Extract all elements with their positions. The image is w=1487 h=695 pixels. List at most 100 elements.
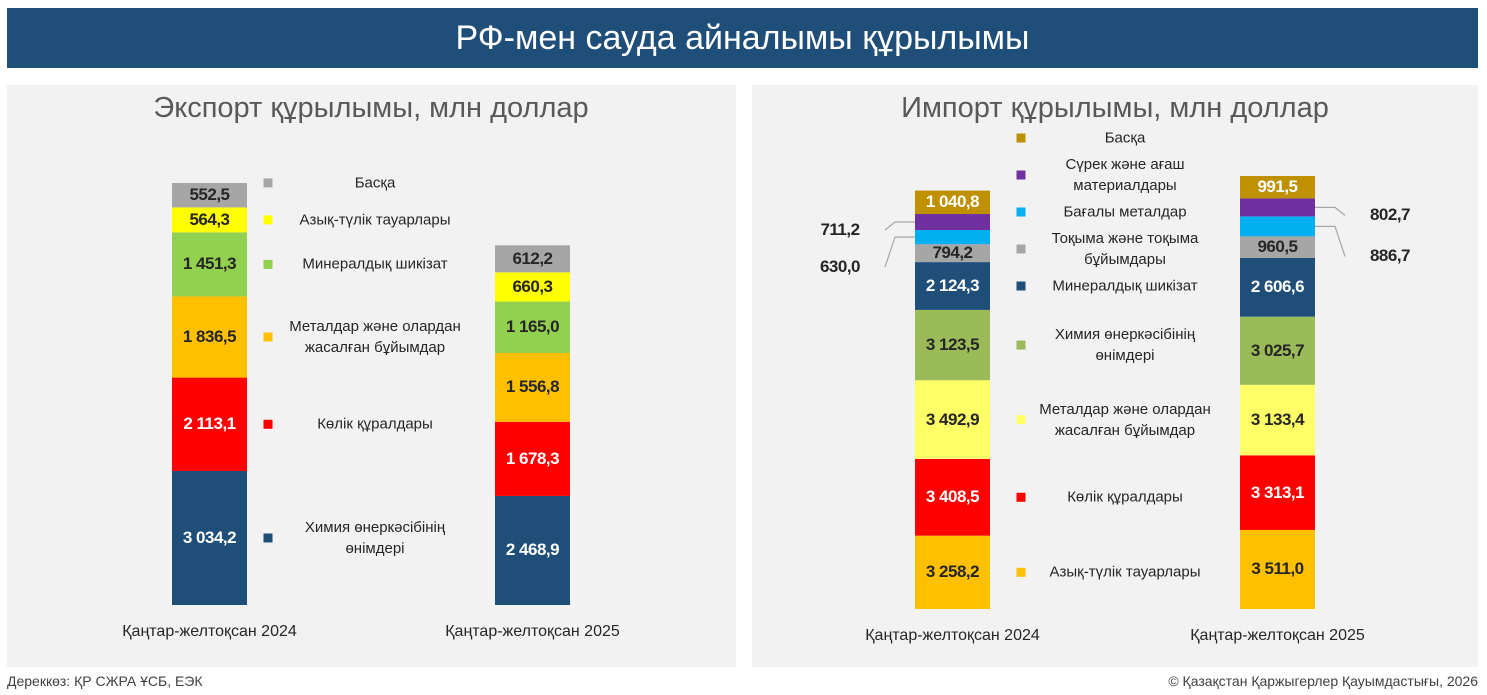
bar-segment [172,470,247,605]
value-label: 564,3 [189,209,230,229]
value-label: 552,5 [189,185,230,205]
value-label: 1 040,8 [925,192,980,212]
value-label: 802,7 [1369,205,1411,225]
legend-marker [1016,415,1026,425]
value-label: 1 678,3 [505,448,560,468]
value-label: 794,2 [932,243,973,263]
leader-line [1315,206,1346,216]
bar-segment [1240,176,1315,199]
bar-segment [1240,236,1315,258]
value-label: 3 133,4 [1250,410,1305,430]
legend-label: Сүрек және ағаш материалдары [1065,156,1185,194]
value-label: 3 123,5 [925,335,980,355]
bar-segment [915,244,990,263]
leader-line [1315,225,1346,257]
chart-title: Экспорт құрылымы, млн доллар [153,92,589,124]
value-label: 630,0 [819,257,861,277]
legend-label: Минералдық шикізат [1052,277,1198,295]
value-label: 3 025,7 [1250,340,1305,360]
bar-segment [172,183,247,208]
value-label: 3 034,2 [182,527,237,547]
bar-segment [172,207,247,233]
bar-segment [495,495,570,605]
value-label: 711,2 [820,220,860,240]
value-label: 3 258,2 [925,562,980,582]
legend-marker [263,332,273,342]
legend-marker [1016,207,1026,217]
legend-label: Химия өнеркәсібінің өнімдері [1054,326,1196,365]
legend-label: Көлік құралдары [317,415,433,433]
leader-line [884,221,915,231]
chart-title: Импорт құрылымы, млн доллар [901,92,1329,124]
legend-label: Басқа [354,174,396,192]
bar-segment [915,190,990,215]
value-label: 886,7 [1369,246,1411,266]
bar-segment [495,301,570,353]
legend-marker [1016,170,1026,180]
bar-segment [172,296,247,378]
value-label: 2 113,1 [183,414,236,434]
value-label: 1 836,5 [182,327,237,347]
bar-segment [1240,316,1315,385]
bar-segment [172,377,247,471]
value-label: 3 313,1 [1250,482,1305,502]
bar-segment [172,232,247,297]
legend-marker [263,178,273,188]
value-label: 612,2 [512,248,553,268]
legend-marker [263,215,273,225]
copyright: © Қазақстан Қаржыгерлер Қауымдастығы, 20… [1168,673,1478,689]
bar-segment [1240,257,1315,317]
legend-marker [1016,340,1026,350]
panel [752,85,1478,667]
legend-marker [1016,133,1026,143]
panel [7,85,736,667]
legend-marker [263,533,273,543]
value-label: 2 124,3 [925,276,980,295]
legend-label: Металдар және олардан жасалған бұйымдар [1039,400,1211,439]
bar-segment [1240,198,1315,217]
bar-segment [495,272,570,302]
bar-segment [915,458,990,536]
legend-label: Бағалы металдар [1063,203,1187,221]
bar-segment [495,352,570,422]
legend-label: Тоқыма және тоқыма бұйымдары [1051,230,1199,268]
value-label: 991,5 [1257,177,1298,197]
value-label: 3 511,0 [1251,559,1304,579]
value-label: 1 451,3 [182,254,237,274]
legend-label: Азық-түлік тауарлары [299,211,451,229]
bar-segment [495,421,570,496]
bar-segment [915,262,990,310]
bar-segment [1240,384,1315,456]
x-tick-label: Қаңтар-желтоқсан 2025 [445,623,620,640]
legend-label: Көлік құралдары [1067,488,1183,506]
value-label: 1 556,8 [505,377,560,397]
x-tick-label: Қаңтар-желтоқсан 2025 [1190,627,1365,644]
bar-segment [1240,529,1315,609]
x-tick-label: Қаңтар-желтоқсан 2024 [865,627,1040,644]
legend-label: Металдар және олардан жасалған бұйымдар [289,318,461,357]
legend-label: Минералдық шикізат [302,255,448,273]
value-label: 3 408,5 [925,487,980,507]
legend-marker [1016,244,1026,254]
legend-label: Басқа [1104,129,1146,147]
legend-label: Химия өнеркәсібінің өнімдері [304,518,446,557]
bar-segment [915,380,990,459]
value-label: 660,3 [512,276,553,296]
page-title: РФ-мен сауда айналымы құрылымы [7,8,1478,68]
legend-marker [1016,281,1026,291]
legend-label: Азық-түлік тауарлары [1049,563,1201,581]
legend-marker [263,259,273,269]
legend-marker [263,419,273,429]
legend-marker [1016,567,1026,577]
value-label: 2 606,6 [1250,277,1305,297]
x-tick-label: Қаңтар-желтоқсан 2024 [122,623,297,640]
value-label: 1 165,0 [505,317,560,337]
leader-line [884,236,915,268]
source: Дереккөз: ҚР СЖРА ҰСБ, ЕЭК [7,673,203,689]
bar-segment [915,535,990,609]
bar-segment [915,230,990,245]
bar-segment [495,245,570,273]
value-label: 960,5 [1257,237,1298,257]
value-label: 2 468,9 [505,540,560,560]
